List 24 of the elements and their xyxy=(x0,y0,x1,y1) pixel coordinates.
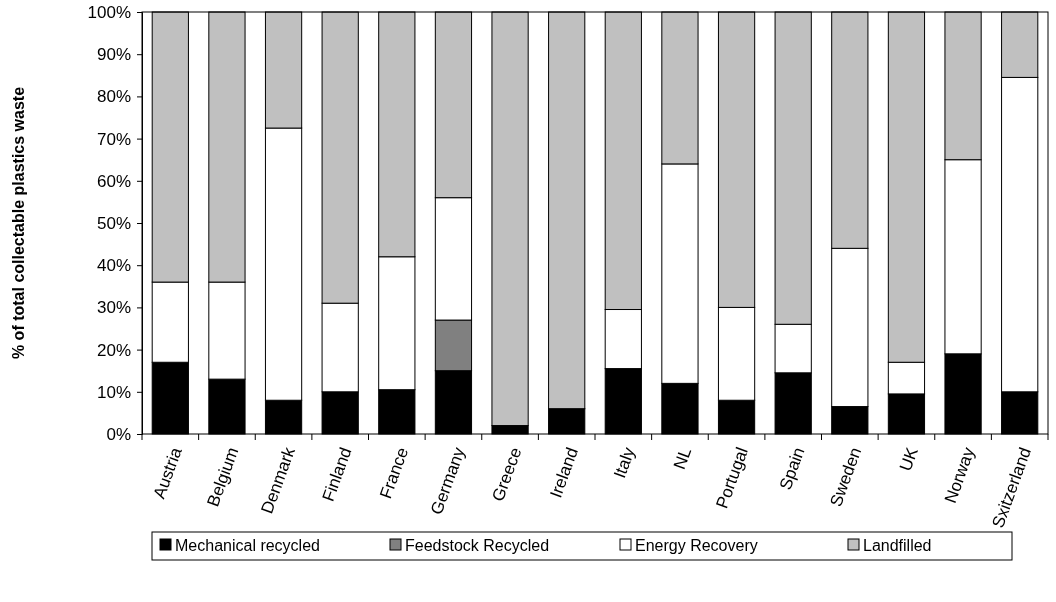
y-tick-label: 90% xyxy=(96,45,131,65)
x-tick-label: Austria xyxy=(149,444,186,502)
y-tick-label: 50% xyxy=(96,213,131,233)
y-tick-label: 80% xyxy=(96,87,131,107)
y-tick-label: 0% xyxy=(106,424,131,444)
legend-label: Feedstock Recycled xyxy=(405,536,550,554)
legend-label: Energy Recovery xyxy=(635,536,758,554)
y-axis-title: % of total collectable plastics waste xyxy=(10,86,27,360)
legend-label: Mechanical recycled xyxy=(175,536,320,554)
y-tick-label: 70% xyxy=(96,129,131,149)
x-tick-label: Spain xyxy=(775,444,809,493)
legend-label: Landfilled xyxy=(863,536,932,554)
x-tick-label: UK xyxy=(895,444,923,474)
x-tick-label: NL xyxy=(670,444,696,472)
x-tick-label: France xyxy=(376,444,413,502)
y-tick-label: 60% xyxy=(96,171,131,191)
y-tick-label: 20% xyxy=(96,340,131,360)
y-tick-label: 100% xyxy=(87,2,131,22)
x-tick-label: Italy xyxy=(610,444,639,481)
y-tick-label: 30% xyxy=(96,298,131,318)
y-tick-label: 40% xyxy=(96,256,131,276)
x-tick-label: Ireland xyxy=(546,444,583,501)
x-tick-label: Greece xyxy=(488,444,526,504)
y-tick-label: 10% xyxy=(96,382,131,402)
